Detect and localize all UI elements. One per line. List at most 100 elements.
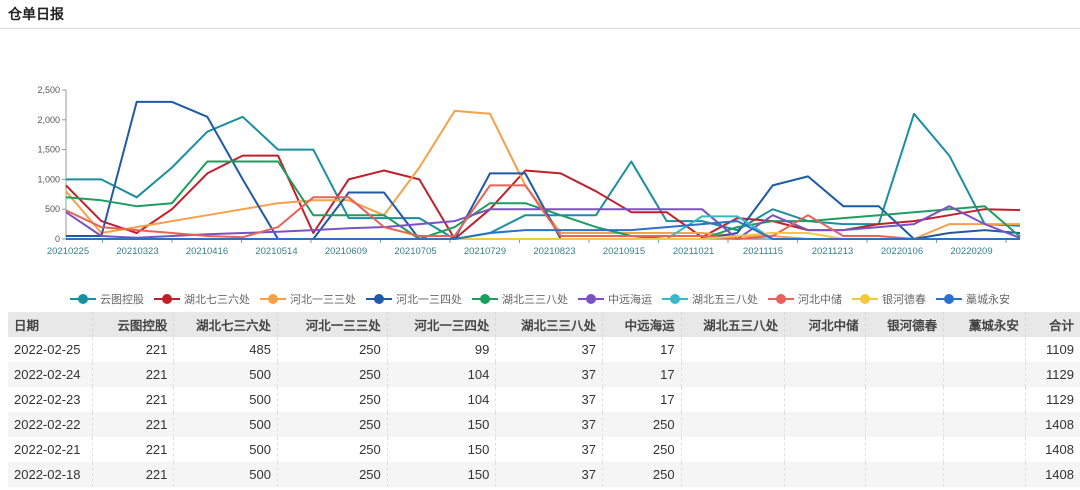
table-cell [784,462,866,487]
x-tick-label: 20220209 [950,246,992,257]
column-header[interactable]: 湖北五三八处 [681,312,786,337]
x-tick-label: 20211021 [673,246,715,257]
legend-item[interactable]: 中远海运 [578,291,652,307]
table-cell [865,362,945,387]
table-cell: 1109 [1046,342,1074,357]
table-row: 2022-02-22 221 500 250 150 37 250 1408 [8,412,1080,437]
table-cell: 2022-02-23 [8,387,93,412]
table-cell: 17 [602,387,682,412]
table-cell [865,337,945,362]
table-cell [943,437,1026,462]
table-cell [943,462,1026,487]
column-header[interactable]: 河北一三三处 [277,312,388,337]
legend-item[interactable]: 银河德春 [852,291,926,307]
legend-item[interactable]: 藁城永安 [936,291,1010,307]
legend-item[interactable]: 云图控股 [70,291,144,307]
y-tick-label: 1,000 [37,174,60,184]
legend-marker-icon [70,294,96,304]
legend-item[interactable]: 河北中储 [768,291,842,307]
legend-label: 藁城永安 [966,293,1010,306]
column-header[interactable]: 日期 [8,312,93,337]
series-line[interactable] [66,112,1021,240]
chart-canvas[interactable]: 0 500 1,000 1,500 2,000 2,500 20210225 20210323… [0,29,1080,289]
table-cell: 500 [173,462,278,487]
legend-marker-icon [472,294,498,304]
table-cell: 250 [277,412,388,437]
x-tick-label: 20211213 [812,246,854,257]
legend-label: 河北中储 [798,293,842,306]
table-cell [943,337,1026,362]
legend-item[interactable]: 河北一三四处 [366,291,462,307]
column-header[interactable]: 云图控股 [92,312,175,337]
legend-marker-icon [154,294,180,304]
column-header[interactable]: 合计 [1025,312,1080,337]
table-cell: 2022-02-18 [8,462,93,487]
legend-item[interactable]: 湖北五三八处 [662,291,758,307]
table-cell: 500 [173,362,278,387]
x-tick-label: 20210323 [116,246,158,257]
table-cell: 2022-02-25 [8,337,93,362]
column-header[interactable]: 藁城永安 [943,312,1026,337]
table-cell [784,437,866,462]
table-cell: 99 [387,337,497,362]
series-line[interactable] [66,220,1020,240]
y-tick-label: 2,000 [37,115,60,125]
table-cell: 250 [277,437,388,462]
legend-item[interactable]: 湖北三三八处 [472,291,568,307]
table-cell: 250 [602,412,682,437]
table-cell: 250 [602,437,682,462]
table-cell [865,412,945,437]
legend-label: 河北一三三处 [290,293,356,306]
x-tick-label: 20211115 [743,246,783,257]
table-row: 2022-02-23 221 500 250 104 37 17 1129 [8,387,1080,412]
table-cell: 37 [495,362,604,387]
table-cell: 1408 [1025,462,1080,487]
table-header-row: 日期 云图控股 湖北七三六处 河北一三三处 河北一三四处 湖北三三八处 中远海运 湖北五三八处… [8,312,1080,337]
x-tick-label: 20220106 [881,246,923,257]
table-cell [681,462,786,487]
legend-item[interactable]: 河北一三三处 [260,291,356,307]
column-header[interactable]: 银河德春 [865,312,945,337]
column-header[interactable]: 中远海运 [602,312,682,337]
series-line[interactable] [65,154,1021,240]
table-cell: 250 [602,462,682,487]
table-cell: 1129 [1046,392,1074,407]
table-cell: 150 [387,412,497,437]
table-cell: 104 [387,387,497,412]
table-cell: 485 [173,337,278,362]
table-cell: 500 [173,387,278,412]
legend-label: 河北一三四处 [396,293,462,306]
table-row: 2022-02-25 221 485 250 99 37 17 1109 [8,337,1080,362]
chart-legend: 云图控股 湖北七三六处 河北一三三处 河北一三四处 湖北三三八处 中远海运 湖北五三八处 河北… [0,290,1080,308]
legend-marker-icon [260,294,286,304]
table-cell: 2022-02-22 [8,412,93,437]
legend-label: 中远海运 [608,293,652,306]
table-cell: 1408 [1045,442,1074,457]
table-cell [865,462,945,487]
legend-marker-icon [578,294,604,304]
table-cell [681,437,786,462]
series-line[interactable] [65,184,1020,240]
legend-marker-icon [768,294,794,304]
table-cell: 221 [92,437,175,462]
table-cell: 1129 [1025,362,1080,387]
table-cell: 500 [173,412,278,437]
table-cell: 250 [277,387,388,412]
series-line[interactable] [66,100,1021,240]
legend-label: 湖北五三八处 [692,293,758,306]
column-header[interactable]: 湖北三三八处 [495,312,604,337]
page-title: 仓单日报 [8,7,64,23]
data-table: 日期 云图控股 湖北七三六处 河北一三三处 河北一三四处 湖北三三八处 中远海运 湖北五三八处… [8,312,1080,487]
table-cell: 221 [92,362,175,387]
table-cell: 221 [92,462,175,487]
table-cell: 1408 [1025,412,1080,437]
column-header[interactable]: 湖北七三六处 [173,312,278,337]
table-cell: 37 [495,437,604,462]
table-cell [681,362,786,387]
table-cell: 17 [602,362,682,387]
column-header[interactable]: 河北一三四处 [387,312,497,337]
table-cell: 17 [602,337,682,362]
page-header: 仓单日报 [0,0,1080,29]
legend-item[interactable]: 湖北七三六处 [154,291,250,307]
column-header[interactable]: 河北中储 [784,312,866,337]
